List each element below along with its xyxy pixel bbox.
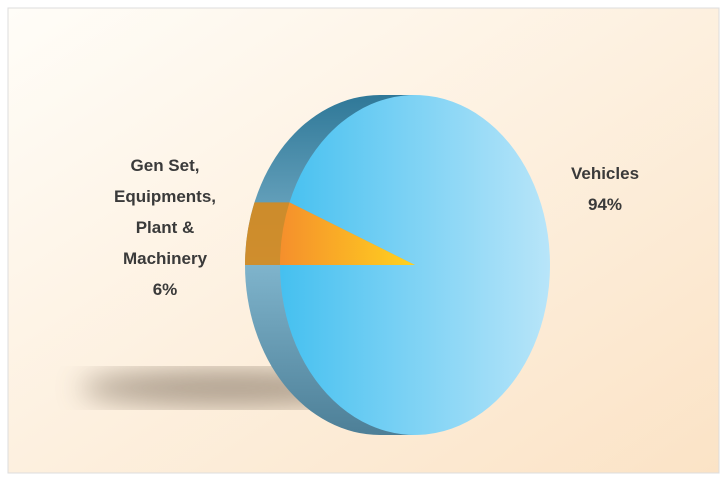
slice-label: Vehicles 94% — [555, 158, 655, 220]
slice-label: Gen Set, Equipments, Plant & Machinery 6… — [100, 150, 230, 305]
slice — [280, 94, 551, 435]
pie — [245, 94, 551, 435]
value-label: 6% — [152, 280, 178, 299]
category-label: Gen Set, Equipments, Plant & Machinery — [113, 156, 216, 268]
category-label: Vehicles — [570, 164, 640, 183]
value-label: 94% — [587, 195, 623, 214]
slice-side — [245, 202, 290, 265]
slice — [280, 202, 415, 265]
